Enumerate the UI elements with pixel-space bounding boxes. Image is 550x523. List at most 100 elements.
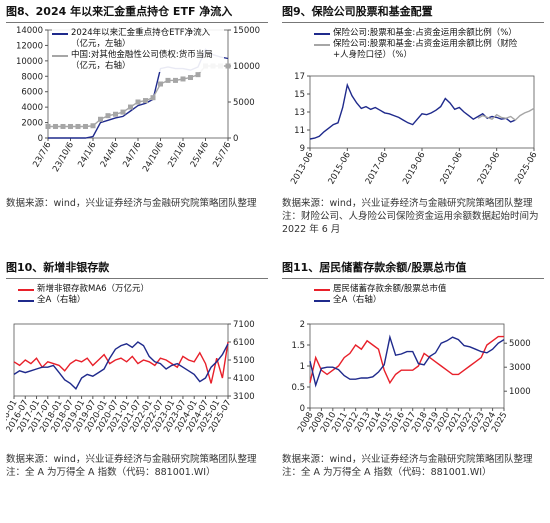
series-line <box>48 65 228 128</box>
panel-title: 图10、新增非银存款 <box>6 258 268 279</box>
chart-area: 9 11 13 15 17 2013-06 2015-06 2017-06 2019-06 202… <box>282 26 544 194</box>
y-tick-label: 2 <box>300 320 305 330</box>
point <box>113 111 118 117</box>
panel: 图11、居民储蓄存款余额/股票总市值 0 0.5 1 1.5 2 1000 3000 5000… <box>282 258 544 479</box>
x-tick-label: 23/7/6 <box>31 141 53 170</box>
point <box>75 123 81 129</box>
legend-label: 居民储蓄存款余额/股票总市值 <box>333 284 447 294</box>
point <box>195 72 201 78</box>
y-tick-label: 0 <box>38 134 43 144</box>
legend-swatch <box>18 289 34 291</box>
y2-tick-label: 4100 <box>233 374 255 384</box>
y-tick-label: 6000 <box>21 88 43 98</box>
legend: 2024年以来汇金重点持仓ETF净流入（亿元，左轴） 中国:对其他金融性公司债权:… <box>52 28 224 72</box>
legend-item: 保险公司:股票和基金:占资金运用余额比例（%） <box>314 28 530 39</box>
point <box>143 98 148 104</box>
source: 数据来源：wind，兴业证券经济与金融研究院策略团队整理 <box>282 198 533 209</box>
y-tick-label: 0.5 <box>291 383 305 393</box>
legend: 新增非银存款MA6（万亿元） 全A（右轴） <box>18 284 150 306</box>
y2-tick-label: 5000 <box>509 339 531 349</box>
y-tick-label: 11 <box>294 126 305 136</box>
legend-swatch <box>314 289 330 291</box>
legend-item: 全A（右轴） <box>18 295 149 306</box>
legend-label: 保险公司:股票和基金:占资金运用余额比例（%） <box>333 28 517 38</box>
series-line <box>13 341 229 390</box>
point <box>60 123 66 129</box>
x-tick-label: 24/1/6 <box>76 141 98 170</box>
y-tick-label: 1.5 <box>291 341 305 351</box>
legend-swatch <box>52 33 68 35</box>
y-tick-label: 8000 <box>21 72 43 82</box>
legend: 居民储蓄存款余额/股票总市值 全A（右轴） <box>314 284 447 306</box>
y-tick-label: 13 <box>294 108 305 118</box>
panel: 图10、新增非银存款 3100 4100 5100 6100 7100 2016-01 20… <box>6 258 268 479</box>
y-tick-label: 4000 <box>21 103 43 113</box>
y2-tick-label: 5000 <box>233 98 255 108</box>
x-tick-label: 24/4/6 <box>99 141 121 170</box>
legend-swatch <box>18 300 34 302</box>
point <box>45 123 51 129</box>
x-tick-label: 25/7/6 <box>211 141 233 170</box>
source: 数据来源：wind，兴业证券经济与金融研究院策略团队整理 <box>6 198 257 209</box>
legend-swatch <box>52 55 68 57</box>
point <box>83 123 88 129</box>
x-tick-label: 2025-06 <box>513 151 539 187</box>
y2-tick-label: 1000 <box>509 387 531 397</box>
legend-label: 全A（右轴） <box>333 295 382 305</box>
panel-title: 图11、居民储蓄存款余额/股票总市值 <box>282 258 544 279</box>
y-tick-label: 9 <box>300 144 305 154</box>
legend-item: 居民储蓄存款余额/股票总市值 <box>314 284 446 295</box>
y2-tick-label: 0 <box>233 134 238 144</box>
panel: 图9、保险公司股票和基金配置 9 11 13 15 17 2013-06 2015-06 20… <box>282 2 544 236</box>
chart-area: 0 2000 4000 6000 8000 10000 12000 14000 0 5000 100… <box>6 26 268 194</box>
legend-item: 全A（右轴） <box>314 295 446 306</box>
legend: 保险公司:股票和基金:占资金运用余额比例（%） 保险公司:股票和基金:占资金运用余… <box>314 28 530 61</box>
chart: 9 11 13 15 17 2013-06 2015-06 2017-06 2019-06 202… <box>289 72 539 187</box>
series-line <box>309 335 504 385</box>
chart: 310041005100610071002016-012016-072017-0… <box>6 320 255 434</box>
point <box>173 77 178 83</box>
x-tick-label: 2019-06 <box>401 151 427 187</box>
note: 注：全 A 为万得全 A 指数（代码：881001.WI） <box>6 467 216 478</box>
x-tick-label: 25/1/6 <box>166 141 188 170</box>
y-tick-label: 2000 <box>21 119 43 129</box>
panel-title: 图8、2024 年以来汇金重点持仓 ETF 净流入 <box>6 2 268 23</box>
x-tick-label: 2023-06 <box>476 151 502 187</box>
y2-tick-label: 3100 <box>233 392 255 402</box>
y-tick-label: 12000 <box>16 41 43 51</box>
source: 数据来源：wind，兴业证券经济与金融研究院策略团队整理 <box>6 454 257 465</box>
series-line <box>477 107 535 122</box>
y-tick-label: 0 <box>300 404 305 414</box>
point <box>158 81 163 87</box>
point <box>53 123 58 129</box>
x-tick-label: 2021-06 <box>439 151 465 187</box>
y-tick-label: 15 <box>294 90 305 100</box>
legend-item: 中国:对其他金融性公司债权:货币当局（亿元，右轴） <box>52 50 224 72</box>
legend-label: 新增非银存款MA6（万亿元） <box>37 284 150 294</box>
y2-tick-label: 10000 <box>233 62 260 72</box>
x-tick-label: 2015-06 <box>327 151 353 187</box>
chart: 00.511.521000300050002008200920102011201… <box>291 320 531 434</box>
y2-tick-label: 7100 <box>233 320 255 330</box>
legend-label: 保险公司:股票和基金:占资金运用余额比例（财险+人身险口径）（%） <box>333 39 518 60</box>
point <box>165 77 171 83</box>
series-line <box>13 341 229 384</box>
note: 注：财险公司、人身险公司保险资金运用余额数据起始时间为 2022 年 6 月 <box>282 211 539 235</box>
x-tick-label: 2017-06 <box>364 151 390 187</box>
y2-tick-label: 15000 <box>233 26 260 36</box>
point <box>188 75 193 81</box>
x-tick-label: 24/7/6 <box>121 141 143 170</box>
x-tick-label: 2013-06 <box>289 151 315 187</box>
point <box>225 63 231 69</box>
point <box>105 113 111 119</box>
x-tick-label: 24/10/6 <box>141 141 166 174</box>
point <box>135 99 141 105</box>
note: 注：全 A 为万得全 A 指数（代码：881001.WI） <box>282 467 492 478</box>
y-tick-label: 1 <box>300 362 305 372</box>
point <box>150 95 156 101</box>
legend-item: 2024年以来汇金重点持仓ETF净流入（亿元，左轴） <box>52 28 224 50</box>
point <box>128 104 133 110</box>
series-line <box>309 82 516 140</box>
legend-label: 中国:对其他金融性公司债权:货币当局（亿元，右轴） <box>71 50 213 71</box>
